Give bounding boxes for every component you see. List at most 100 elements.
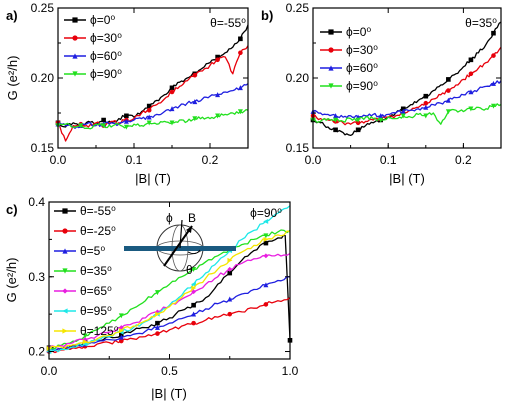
data-point	[423, 93, 429, 99]
legend-swatch-marker	[72, 53, 78, 59]
data-point	[355, 127, 361, 133]
data-point	[263, 253, 269, 259]
x-axis-label: |B| (T)	[151, 386, 187, 401]
x-axis-label: |B| (T)	[135, 171, 171, 186]
field-vector	[163, 225, 193, 267]
panel-annotation: ϕ=90⁰	[250, 206, 282, 220]
panel-label: c)	[6, 202, 18, 217]
y-tick-label: 0.4	[28, 195, 45, 209]
legend-swatch-marker	[62, 268, 68, 274]
data-point	[468, 71, 474, 77]
legend-swatch-marker	[62, 248, 68, 254]
legend-swatch-marker	[62, 228, 68, 234]
y-tick-label: 0.15	[286, 141, 310, 155]
data-point	[82, 333, 88, 339]
data-point	[123, 124, 129, 130]
data-point	[146, 120, 152, 126]
y-axis-label: G (e²/h)	[5, 56, 20, 101]
data-point	[215, 57, 220, 63]
legend-swatch-marker	[62, 288, 68, 294]
chart-panel-2: 0.0 0.1 0.20.150.200.25|B| (T)b) θ=35⁰ϕ=0⁰ϕ…	[261, 1, 502, 186]
legend: θ=-55⁰ θ=-25⁰ θ=5⁰ θ=35⁰ θ=65⁰ θ=95⁰ θ=125⁰	[54, 204, 119, 338]
y-tick-label: 0.20	[286, 71, 310, 85]
legend-entry: ϕ=90⁰	[90, 67, 122, 81]
data-point	[237, 109, 243, 115]
data-point	[355, 120, 361, 126]
legend-entry: θ=95⁰	[80, 304, 112, 318]
data-point	[468, 89, 474, 95]
y-tick-label: 0.3	[28, 270, 45, 284]
data-point	[192, 72, 198, 78]
legend-swatch-marker	[62, 328, 68, 334]
legend-swatch-marker	[328, 83, 334, 89]
data-point	[227, 266, 233, 272]
data-point	[215, 113, 221, 119]
data-point	[118, 313, 124, 319]
panel-annotation: θ=35⁰	[465, 16, 497, 30]
data-point	[227, 257, 233, 263]
x-tick-label: 1.0	[282, 364, 299, 378]
legend-entry: ϕ=60⁰	[346, 61, 378, 75]
legend-entry: ϕ=0⁰	[90, 13, 115, 27]
chart-panel-1: 0.0 0.1 0.2 0.15 0.20 0.25 |B| (T) G (e²/h) a) θ=…	[5, 1, 249, 186]
data-point	[490, 80, 496, 86]
data-point	[191, 285, 197, 291]
legend-swatch-marker	[72, 17, 78, 23]
data-point	[490, 103, 496, 109]
x-tick-label: 0.0	[41, 364, 58, 378]
legend: ϕ=0⁰ ϕ=30⁰ ϕ=60⁰ ϕ=90⁰	[64, 13, 122, 81]
data-point	[491, 30, 496, 36]
data-point	[101, 117, 106, 123]
data-point	[227, 296, 233, 302]
series-line-1	[312, 21, 502, 137]
legend-entry: θ=5⁰	[80, 244, 105, 258]
data-point	[445, 97, 451, 103]
legend-entry: ϕ=30⁰	[346, 43, 378, 57]
legend-entry: θ=65⁰	[80, 284, 112, 298]
y-tick-label: 0.2	[28, 345, 45, 359]
data-point	[119, 328, 124, 334]
sample-bar	[124, 246, 236, 251]
data-point	[169, 120, 175, 126]
data-point	[333, 127, 338, 133]
data-point	[238, 36, 243, 42]
data-point	[154, 290, 160, 296]
data-point	[263, 218, 269, 224]
data-point	[123, 118, 129, 124]
data-point	[191, 320, 196, 326]
data-point	[191, 266, 197, 272]
data-point	[146, 114, 152, 120]
x-tick-label: 0.2	[202, 153, 219, 167]
data-point	[155, 311, 161, 317]
data-point	[118, 338, 124, 344]
data-point	[446, 77, 451, 82]
series-line-4	[57, 108, 249, 130]
data-point	[227, 311, 233, 317]
inset-sphere-diagram: ϕ Bθ	[124, 211, 236, 277]
data-point	[155, 331, 160, 336]
data-point	[191, 311, 197, 317]
data-point	[355, 117, 361, 123]
data-point	[491, 53, 496, 58]
data-point	[154, 324, 160, 330]
data-point	[118, 334, 124, 340]
data-point	[192, 116, 198, 122]
x-tick-label: 0.1	[126, 153, 143, 167]
data-point	[124, 113, 129, 119]
legend-swatch-marker	[328, 29, 334, 35]
data-point	[238, 50, 243, 56]
data-point	[423, 113, 429, 119]
data-point	[263, 240, 269, 246]
legend-entry: ϕ=30⁰	[90, 31, 122, 45]
data-point	[78, 123, 84, 129]
field-arrowhead	[186, 226, 192, 233]
legend: ϕ=0⁰ ϕ=30⁰ ϕ=60⁰ ϕ=90⁰	[320, 25, 378, 93]
data-point	[191, 289, 197, 295]
inset-b-label: B	[188, 211, 196, 225]
data-point	[169, 89, 175, 95]
legend-swatch-marker	[72, 35, 78, 41]
y-axis-label: G (e²/h)	[4, 258, 19, 303]
data-point	[192, 99, 198, 105]
data-point	[378, 117, 384, 123]
